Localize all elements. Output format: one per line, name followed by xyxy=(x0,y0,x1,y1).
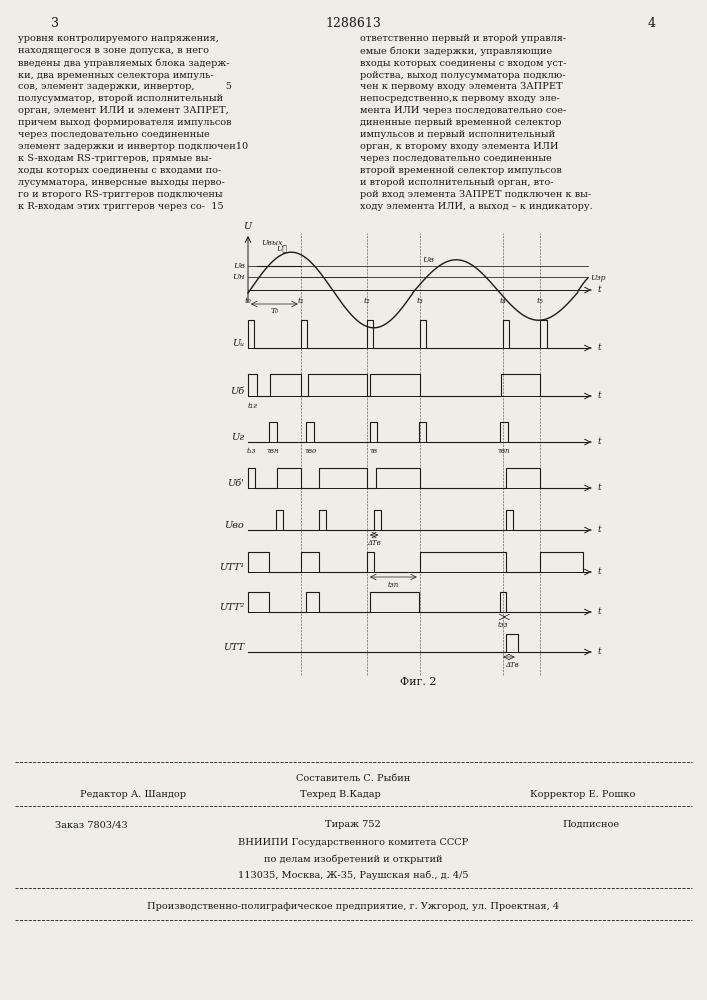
Text: t₁: t₁ xyxy=(298,297,304,305)
Text: Uᵬ: Uᵬ xyxy=(276,245,288,253)
Text: Uэр: Uэр xyxy=(590,274,605,282)
Text: UТТ¹: UТТ¹ xyxy=(219,563,244,572)
Text: Заказ 7803/43: Заказ 7803/43 xyxy=(55,820,128,829)
Text: t₃: t₃ xyxy=(416,297,423,305)
Text: Uб': Uб' xyxy=(227,479,244,488)
Text: 4: 4 xyxy=(648,17,656,30)
Text: ΔTв: ΔTв xyxy=(367,539,381,547)
Text: Uвых: Uвых xyxy=(261,239,283,247)
Text: t: t xyxy=(597,438,601,446)
Text: t: t xyxy=(597,526,601,534)
Text: Фиг. 2: Фиг. 2 xyxy=(399,677,436,687)
Text: t₅: t₅ xyxy=(537,297,544,305)
Text: Uг: Uг xyxy=(231,433,244,442)
Text: t: t xyxy=(597,648,601,656)
Text: t₂: t₂ xyxy=(363,297,370,305)
Text: τвп: τвп xyxy=(498,447,510,455)
Text: Uв: Uв xyxy=(423,256,435,264)
Text: 1288613: 1288613 xyxy=(325,17,381,30)
Text: Uн: Uн xyxy=(233,273,245,281)
Text: ВНИИПИ Государственного комитета СССР: ВНИИПИ Государственного комитета СССР xyxy=(238,838,468,847)
Text: Uв: Uв xyxy=(233,262,245,270)
Text: τв: τв xyxy=(370,447,378,455)
Text: 3: 3 xyxy=(51,17,59,30)
Text: UТТ: UТТ xyxy=(223,643,244,652)
Text: t₀: t₀ xyxy=(245,297,252,305)
Text: UТТ²: UТТ² xyxy=(219,603,244,612)
Text: Uво: Uво xyxy=(224,521,244,530)
Text: t: t xyxy=(597,607,601,616)
Text: Uᵤ: Uᵤ xyxy=(232,339,244,348)
Text: t₁з: t₁з xyxy=(247,447,256,455)
Text: τво: τво xyxy=(304,447,316,455)
Text: Производственно-полиграфическое предприятие, г. Ужгород, ул. Проектная, 4: Производственно-полиграфическое предприя… xyxy=(147,902,559,911)
Text: уровня контролируемого напряжения,
находящегося в зоне допуска, в него
введены д: уровня контролируемого напряжения, наход… xyxy=(18,34,248,211)
Text: Техред В.Кадар: Техред В.Кадар xyxy=(300,790,381,799)
Text: tзп: tзп xyxy=(387,581,399,589)
Text: по делам изобретений и открытий: по делам изобретений и открытий xyxy=(264,854,443,863)
Text: Составитель С. Рыбин: Составитель С. Рыбин xyxy=(296,774,410,783)
Text: tзз: tзз xyxy=(498,621,508,629)
Text: τвн: τвн xyxy=(267,447,279,455)
Text: T₀: T₀ xyxy=(270,307,279,315)
Text: t: t xyxy=(597,286,601,294)
Text: Редактор А. Шандор: Редактор А. Шандор xyxy=(80,790,186,799)
Text: t₄: t₄ xyxy=(500,297,506,305)
Text: Корректор Е. Рошко: Корректор Е. Рошко xyxy=(530,790,636,799)
Text: t: t xyxy=(597,484,601,492)
Text: t: t xyxy=(597,568,601,576)
Text: ΔTв: ΔTв xyxy=(505,661,518,669)
Text: Подписное: Подписное xyxy=(563,820,620,829)
Text: 113035, Москва, Ж-35, Раушская наб., д. 4/5: 113035, Москва, Ж-35, Раушская наб., д. … xyxy=(238,870,468,880)
Text: t₁г: t₁г xyxy=(247,402,257,410)
Text: U: U xyxy=(243,222,251,231)
Text: t: t xyxy=(597,391,601,400)
Text: Uб: Uб xyxy=(230,387,244,396)
Text: ответственно первый и второй управля-
емые блоки задержки, управляющие
входы кот: ответственно первый и второй управля- ем… xyxy=(360,34,592,211)
Text: Тираж 752: Тираж 752 xyxy=(325,820,381,829)
Text: t: t xyxy=(597,344,601,353)
